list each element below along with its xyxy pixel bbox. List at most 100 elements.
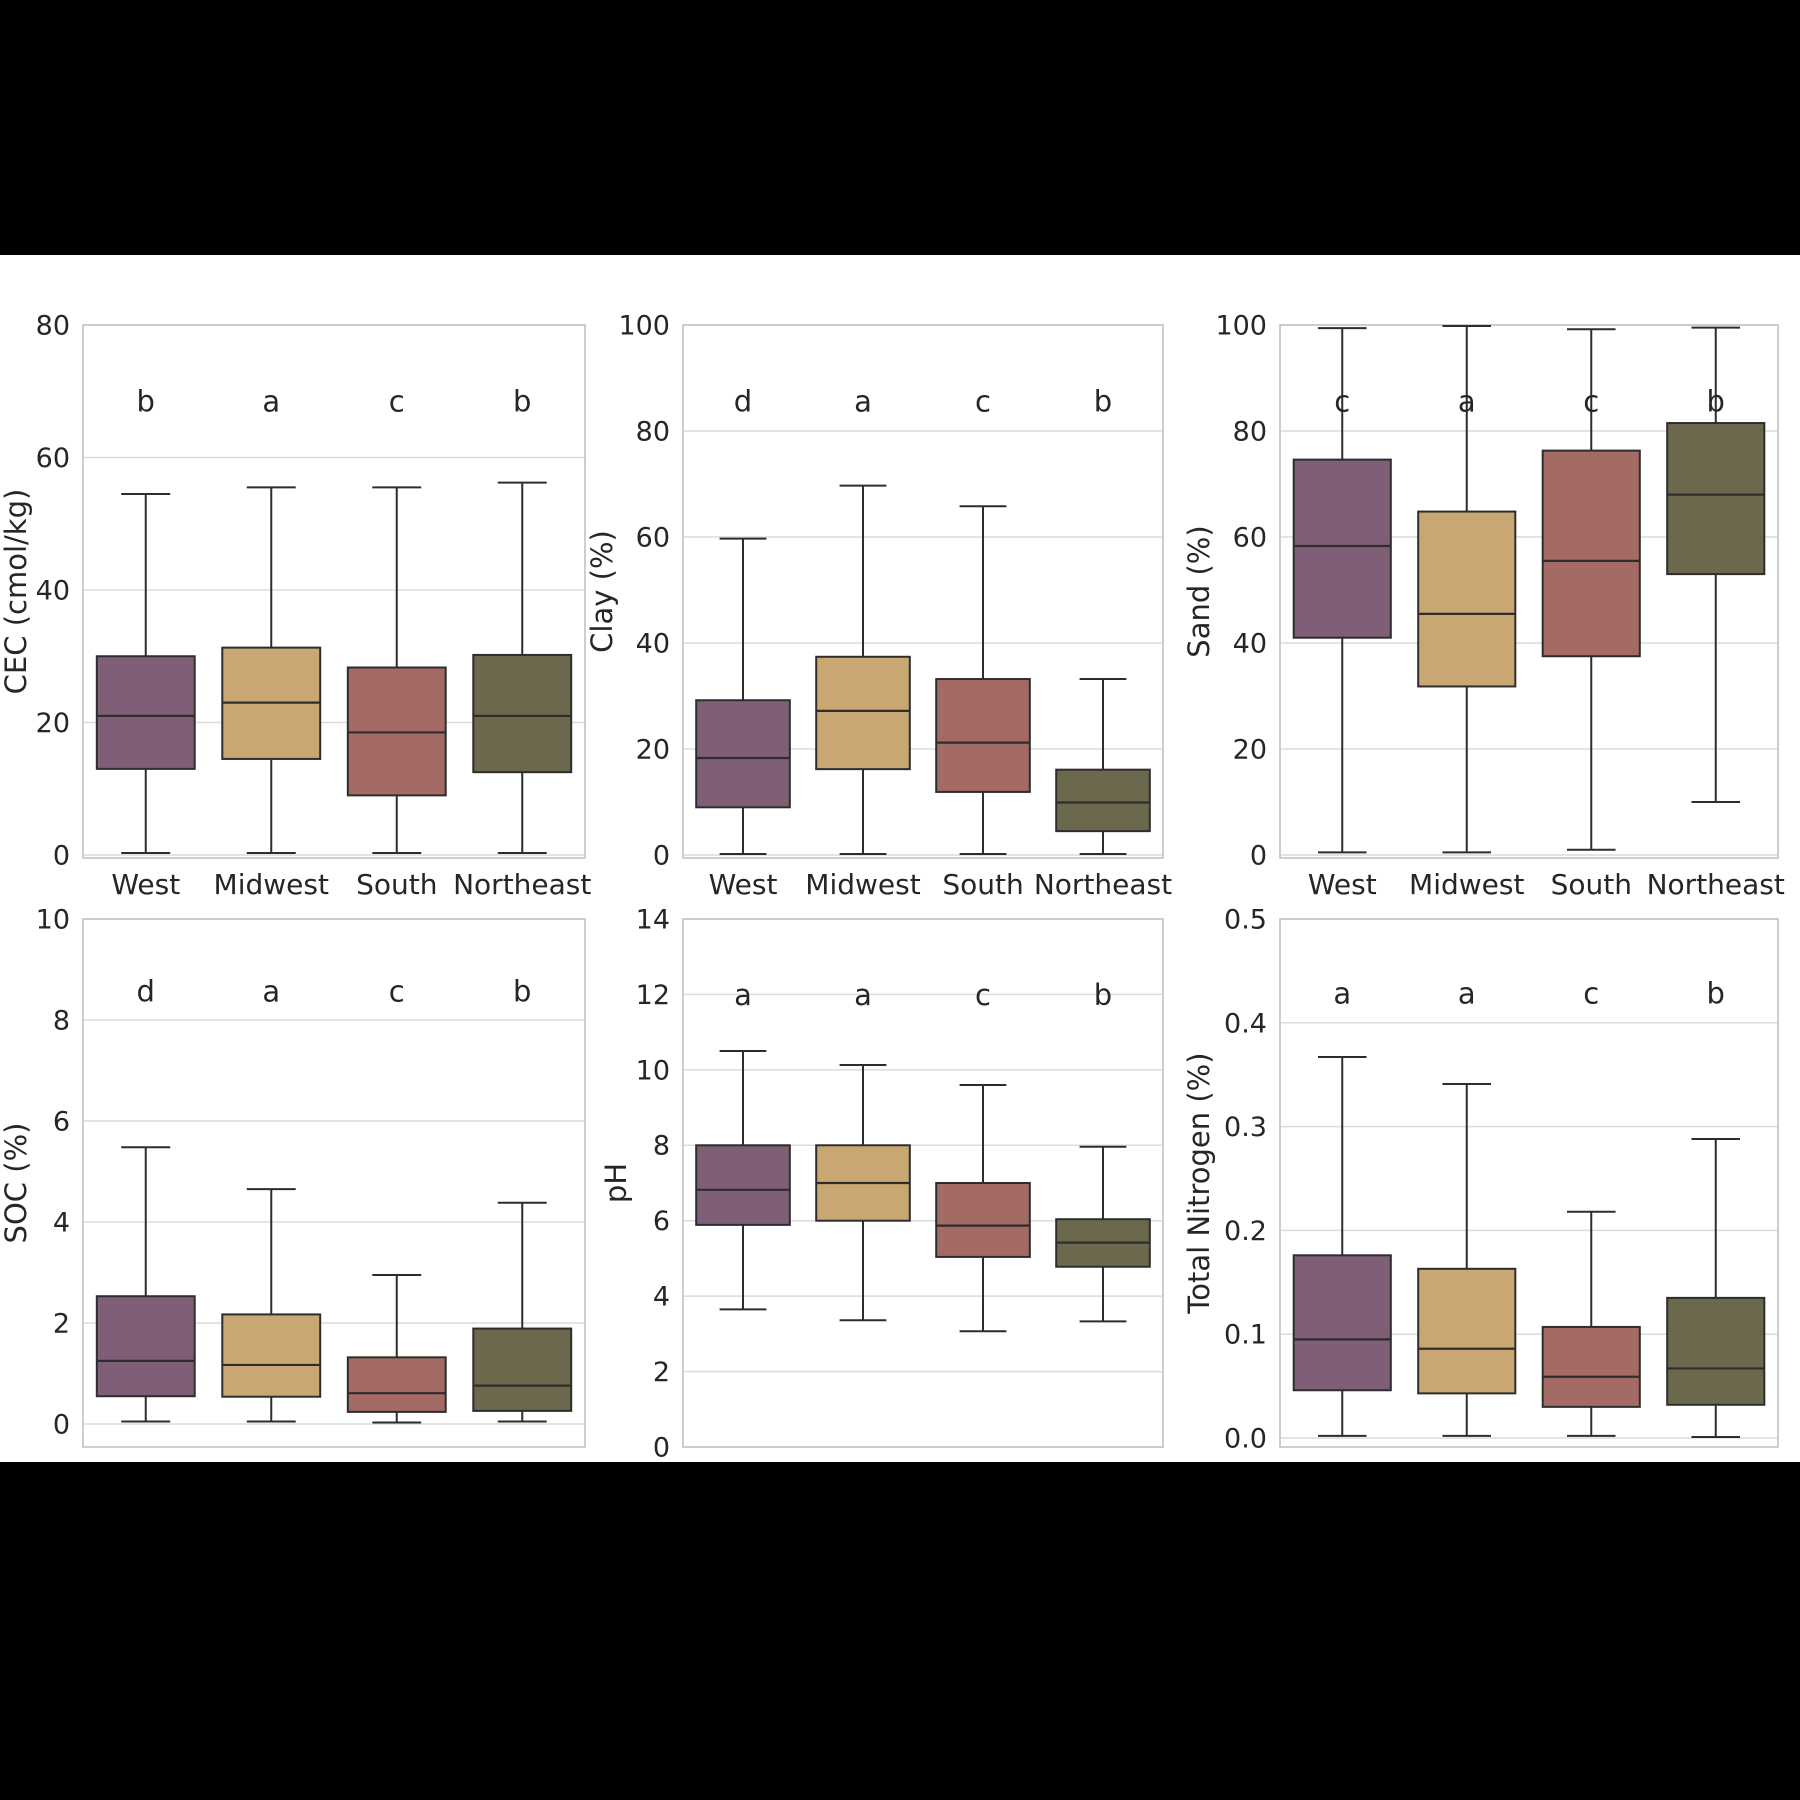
y-tick-label: 6 — [653, 1206, 670, 1237]
x-tick-label: West — [111, 1457, 180, 1462]
y-tick-label: 0.2 — [1224, 1216, 1267, 1247]
significance-letter: b — [1094, 978, 1112, 1012]
iqr-box — [472, 653, 573, 774]
x-tick-label: South — [942, 1457, 1023, 1462]
box-group-northeast — [1666, 1138, 1766, 1438]
iqr-box — [472, 1327, 573, 1412]
x-tick-label: Midwest — [805, 868, 920, 901]
x-tick-label: Northeast — [1034, 1457, 1172, 1462]
box-group-northeast — [472, 1201, 573, 1423]
y-tick-label: 0 — [53, 840, 70, 871]
y-tick-label: 20 — [36, 708, 70, 739]
box-group-northeast — [1666, 326, 1766, 803]
y-tick-label: 0.3 — [1224, 1112, 1267, 1143]
iqr-box — [935, 678, 1031, 793]
y-tick-label: 0 — [1250, 840, 1267, 871]
iqr-box — [935, 1182, 1031, 1258]
x-tick-label: South — [1551, 868, 1632, 901]
y-tick-label: 10 — [36, 904, 70, 935]
box-group-south — [935, 1083, 1031, 1333]
y-tick-label: 10 — [636, 1055, 670, 1086]
significance-letter: c — [389, 974, 405, 1008]
iqr-box — [95, 1295, 196, 1398]
y-tick-label: 2 — [653, 1357, 670, 1388]
iqr-box — [95, 655, 196, 770]
significance-letter: c — [1334, 384, 1350, 418]
x-tick-label: Midwest — [214, 1457, 329, 1462]
iqr-box — [1541, 1325, 1641, 1408]
box-group-midwest — [221, 1188, 322, 1423]
significance-letter: c — [1583, 384, 1599, 418]
significance-letter: a — [854, 978, 872, 1012]
x-tick-label: West — [709, 1457, 778, 1462]
y-tick-label: 60 — [1233, 522, 1267, 553]
iqr-box — [221, 1313, 322, 1398]
y-tick-label: 0 — [653, 1432, 670, 1462]
y-tick-label: 40 — [636, 628, 670, 659]
significance-letter: b — [1094, 384, 1112, 418]
y-tick-label: 60 — [636, 522, 670, 553]
box-group-northeast — [472, 481, 573, 855]
significance-letter: a — [1458, 977, 1476, 1011]
y-tick-label: 4 — [53, 1207, 70, 1238]
significance-letter: a — [262, 384, 280, 418]
significance-letter: c — [389, 384, 405, 418]
iqr-box — [1417, 510, 1517, 688]
axes-frame — [1279, 324, 1779, 859]
y-tick-label: 8 — [653, 1131, 670, 1162]
y-tick-label: 6 — [53, 1106, 70, 1137]
iqr-box — [1666, 1296, 1766, 1406]
x-tick-label: South — [942, 868, 1023, 901]
x-tick-label: Northeast — [1034, 868, 1172, 901]
significance-letter: a — [1458, 384, 1476, 418]
significance-letter: a — [262, 974, 280, 1008]
y-tick-label: 12 — [636, 980, 670, 1011]
iqr-box — [1055, 768, 1151, 833]
box-group-west — [695, 537, 791, 855]
box-group-south — [1541, 328, 1641, 851]
subplot-ph: 0 2 4 6 8 10 12 14 pH a West a Midwest c South b Northea… — [599, 904, 1172, 1490]
y-axis-label: CEC (cmol/kg) — [0, 489, 33, 695]
significance-letter: b — [1707, 977, 1725, 1011]
y-axis-label: pH — [599, 1163, 633, 1203]
x-tick-label: West — [1308, 1457, 1377, 1462]
axes-frame — [1279, 918, 1779, 1448]
y-axis-label: Clay (%) — [585, 530, 619, 653]
box-group-midwest — [221, 486, 322, 855]
box-group-west — [95, 1146, 196, 1423]
axes-frame — [682, 324, 1164, 859]
x-tick-label: Midwest — [1409, 868, 1524, 901]
iqr-box — [1292, 1254, 1392, 1392]
y-tick-label: 100 — [1215, 310, 1267, 341]
axes-frame — [82, 324, 586, 859]
x-tick-label: West — [709, 868, 778, 901]
y-tick-label: 0.5 — [1224, 904, 1267, 935]
subplot-sand: 0 20 40 60 80 100 Sand (%) c West a Midwest c South b… — [1182, 310, 1785, 901]
significance-letter: c — [975, 384, 991, 418]
subplot-soc: 0 2 4 6 8 10 SOC (%) d West a Midwest c South b Northe… — [0, 904, 591, 1490]
y-tick-label: 60 — [36, 443, 70, 474]
subplot-total-nitrogen: 0.0 0.1 0.2 0.3 0.4 0.5 Total Nitrogen (%) a Wes… — [1182, 904, 1785, 1490]
iqr-box — [815, 655, 911, 771]
y-axis-label: Sand (%) — [1182, 525, 1216, 657]
x-tick-label: Midwest — [1409, 1457, 1524, 1462]
significance-letter: b — [513, 384, 531, 418]
significance-letter: c — [1583, 977, 1599, 1011]
box-group-west — [95, 492, 196, 855]
box-group-northeast — [1055, 678, 1151, 855]
y-tick-label: 8 — [53, 1005, 70, 1036]
x-tick-label: Midwest — [805, 1457, 920, 1462]
x-tick-label: Northeast — [453, 1457, 591, 1462]
iqr-box — [346, 1356, 447, 1413]
y-axis-label: Total Nitrogen (%) — [1182, 1052, 1216, 1314]
iqr-box — [695, 699, 791, 809]
box-group-midwest — [815, 1063, 911, 1322]
significance-letter: b — [1707, 384, 1725, 418]
box-group-south — [346, 486, 447, 855]
box-group-south — [1541, 1210, 1641, 1437]
box-group-west — [1292, 1056, 1392, 1437]
x-tick-label: Midwest — [214, 868, 329, 901]
x-tick-label: Northeast — [1647, 868, 1785, 901]
subplot-cec-cmol-kg: 0 20 40 60 80 CEC (cmol/kg) b West a Midwest c Sout… — [0, 310, 591, 901]
